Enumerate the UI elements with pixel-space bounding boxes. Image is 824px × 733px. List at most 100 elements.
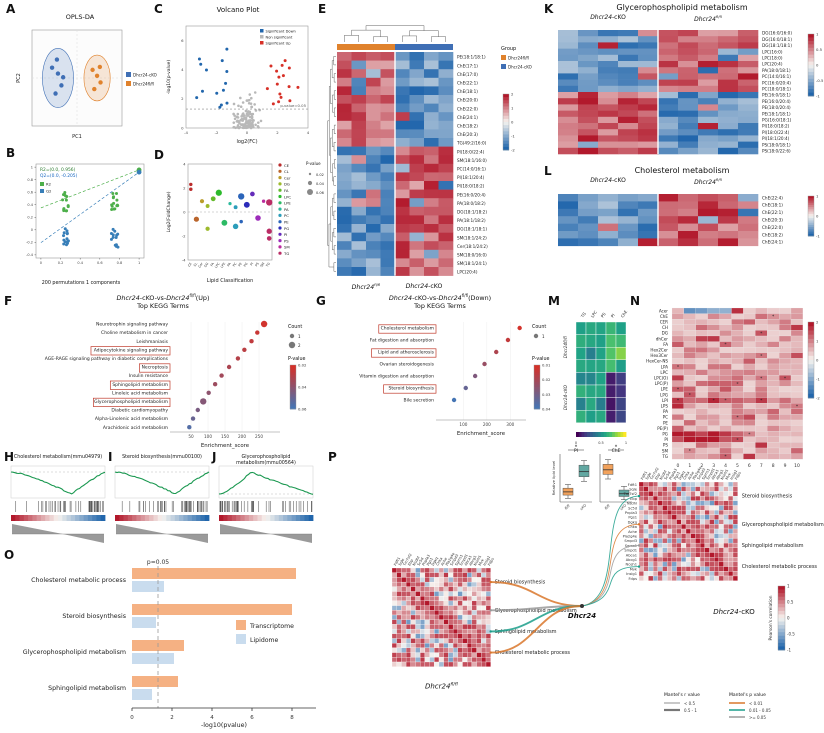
corr-cell bbox=[667, 571, 673, 577]
heatmap-cell bbox=[755, 431, 768, 437]
svg-label: 10 bbox=[794, 463, 800, 469]
corr-cell bbox=[396, 638, 402, 644]
mantel-link bbox=[490, 581, 583, 607]
corr-cell bbox=[662, 500, 668, 506]
corr-cell bbox=[714, 561, 720, 567]
heatmap-cell bbox=[395, 198, 410, 208]
corr-cell bbox=[714, 542, 720, 548]
svg-label: Dhcr24fl/fl bbox=[133, 82, 154, 87]
svg-label: ChE(24:1) bbox=[762, 240, 783, 245]
heatmap-cell bbox=[719, 307, 732, 314]
corr-cell bbox=[429, 652, 435, 658]
svg-label: P-value bbox=[288, 356, 306, 362]
heatmap-cell bbox=[707, 307, 720, 314]
svg-label: FA bbox=[663, 342, 668, 347]
heatmap-cell bbox=[738, 98, 759, 105]
heatmap-cell bbox=[351, 215, 367, 225]
corr-cell bbox=[638, 528, 644, 534]
svg-label: Sqle bbox=[398, 557, 406, 566]
corr-cell bbox=[676, 538, 682, 544]
corr-cell bbox=[690, 571, 696, 577]
legend-dot bbox=[278, 226, 282, 230]
heatmap-cell bbox=[351, 77, 367, 87]
heatmap-cell bbox=[380, 189, 396, 199]
corr-cell bbox=[462, 581, 468, 587]
heatmap-cell bbox=[638, 79, 659, 87]
heatmap-cell bbox=[598, 238, 619, 247]
panel-f-title: Dhcr24-cKO-vs-Dhcr24fl/fl(Up) bbox=[20, 293, 306, 303]
heatmap-cell bbox=[698, 85, 719, 93]
corr-cell bbox=[718, 575, 724, 581]
corr-cell bbox=[699, 552, 705, 558]
corr-cell bbox=[699, 533, 705, 539]
corr-cell bbox=[457, 591, 463, 597]
corr-cell bbox=[714, 575, 720, 581]
volcano-up bbox=[279, 95, 283, 99]
heatmap-cell bbox=[731, 341, 744, 348]
heatmap-cell bbox=[409, 181, 425, 190]
heatmap-cell bbox=[366, 206, 381, 216]
corr-cell bbox=[662, 505, 668, 511]
heatmap-cell bbox=[618, 79, 639, 87]
corr-cell bbox=[424, 657, 430, 663]
svg-label: Pla2g4e bbox=[445, 551, 456, 566]
term-dot bbox=[206, 390, 211, 395]
corr-cell bbox=[467, 619, 473, 625]
mantel-correlation-network: Fdft1SqleTm7sf2EbpNsdhlSc5dPnpla3Pgs1Dgk… bbox=[391, 465, 824, 720]
svg-label: SM(18:0/16:0) bbox=[457, 253, 487, 258]
heatmap-cell bbox=[380, 103, 396, 113]
gene-name: Dhcr24 bbox=[166, 294, 190, 303]
colorbar-step bbox=[778, 600, 785, 605]
rank-gradient bbox=[11, 515, 16, 521]
corr-cell bbox=[438, 652, 444, 658]
svg-label: PE(16:0/18:1) bbox=[762, 93, 791, 98]
heatmap-cell bbox=[598, 92, 619, 99]
count-legend-dot bbox=[533, 333, 539, 339]
svg-label: * bbox=[760, 398, 763, 404]
highlight-box bbox=[378, 324, 437, 334]
colorbar-step bbox=[808, 65, 814, 69]
corr-cell bbox=[434, 638, 440, 644]
corr-cell bbox=[396, 619, 402, 625]
svg-label: LPS bbox=[661, 404, 669, 409]
corr-cell bbox=[438, 577, 444, 583]
heatmap-cell bbox=[337, 163, 352, 173]
heatmap-cell bbox=[618, 238, 639, 247]
heatmap-cell bbox=[718, 54, 739, 62]
corr-cell bbox=[728, 519, 734, 525]
heatmap-cell bbox=[605, 397, 617, 411]
heatmap-cell bbox=[731, 375, 744, 381]
corr-cell bbox=[704, 571, 710, 577]
term-dot bbox=[494, 349, 499, 355]
corr-cell bbox=[695, 510, 701, 516]
corr-cell bbox=[476, 638, 482, 644]
colorbar-step bbox=[534, 374, 540, 378]
rank-gradient bbox=[58, 515, 63, 521]
heatmap-cell bbox=[337, 52, 352, 61]
heatmap-cell bbox=[605, 409, 617, 423]
svg-label: Leishmaniasis bbox=[136, 339, 168, 345]
heatmap-cell bbox=[755, 358, 768, 365]
volcano-ns bbox=[254, 109, 258, 112]
heatmap-cell bbox=[683, 380, 696, 387]
corr-cell bbox=[401, 633, 407, 639]
corr-cell bbox=[481, 600, 487, 606]
heatmap-cell bbox=[719, 335, 732, 342]
heatmap-cell bbox=[731, 425, 744, 432]
svg-label: 0 bbox=[181, 125, 184, 130]
heatmap-cell bbox=[755, 436, 768, 443]
heatmap-cell bbox=[638, 129, 659, 136]
corr-cell bbox=[652, 500, 658, 506]
heatmap-cell bbox=[755, 335, 768, 342]
corr-cell bbox=[415, 567, 421, 573]
colorbar-step bbox=[808, 218, 814, 221]
svg-label: Pgs1 bbox=[628, 516, 637, 520]
corr-cell bbox=[452, 647, 458, 653]
corr-cell bbox=[485, 596, 491, 602]
heatmap-cell bbox=[578, 98, 599, 105]
heatmap-cell bbox=[767, 403, 780, 409]
corr-cell bbox=[434, 581, 440, 587]
heatmap-cell bbox=[767, 341, 780, 348]
corr-cell bbox=[481, 596, 487, 602]
heatmap-cell bbox=[683, 363, 696, 370]
